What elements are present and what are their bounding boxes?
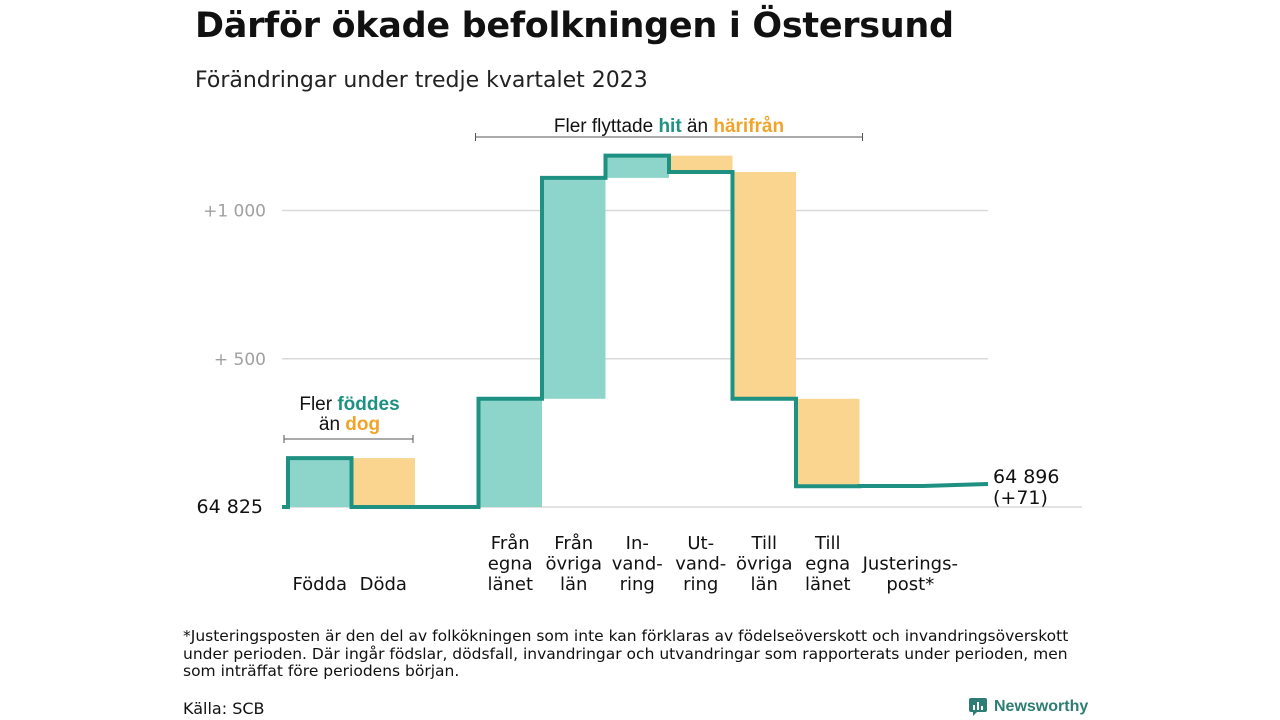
cumulative-line xyxy=(282,153,989,509)
chart-subtitle: Förändringar under tredje kvartalet 2023 xyxy=(195,68,648,93)
category-label: Döda xyxy=(360,574,407,595)
annotation-births-line1: Fler föddes xyxy=(299,394,399,415)
waterfall-bar xyxy=(542,177,606,399)
category-label: Ut-vand-ring xyxy=(675,533,726,595)
waterfall-bar xyxy=(669,155,733,172)
category-label: Från egna länet xyxy=(487,533,533,595)
category-label: Till egna länet xyxy=(805,533,851,595)
category-label: Justerings-post* xyxy=(862,554,958,596)
waterfall-bar xyxy=(605,155,669,178)
category-label: Från övriga län xyxy=(545,533,602,595)
waterfall-bar xyxy=(732,171,796,399)
footnote: *Justeringsposten är den del av folkökni… xyxy=(183,627,1069,680)
y-tick-label: + 500 xyxy=(214,350,266,370)
brand-logo[interactable]: Newsworthy xyxy=(968,697,1088,717)
brand-name: Newsworthy xyxy=(994,698,1089,715)
end-value-label: 64 896 (+71) xyxy=(993,466,1059,509)
waterfall-chart: +1 000 + 500 64 825 Födda Döda Från egna länet F… xyxy=(197,116,1082,596)
baseline-label: 64 825 xyxy=(197,496,263,518)
waterfall-bar xyxy=(288,458,352,507)
category-label: Födda xyxy=(292,574,347,595)
annotation-migration: Fler flyttade hit än härifrån xyxy=(554,116,784,137)
category-label: In-vand-ring xyxy=(612,533,663,595)
annotation-births-line2: än dog xyxy=(319,414,380,435)
waterfall-bar xyxy=(478,398,542,507)
newsworthy-logo-icon xyxy=(969,698,987,716)
y-tick-label: +1 000 xyxy=(203,202,266,222)
source-label: Källa: SCB xyxy=(183,699,265,718)
waterfall-bar xyxy=(796,398,860,487)
waterfall-bar xyxy=(351,458,415,507)
category-label: Till övriga län xyxy=(736,533,793,595)
chart-title: Därför ökade befolkningen i Östersund xyxy=(195,6,954,46)
